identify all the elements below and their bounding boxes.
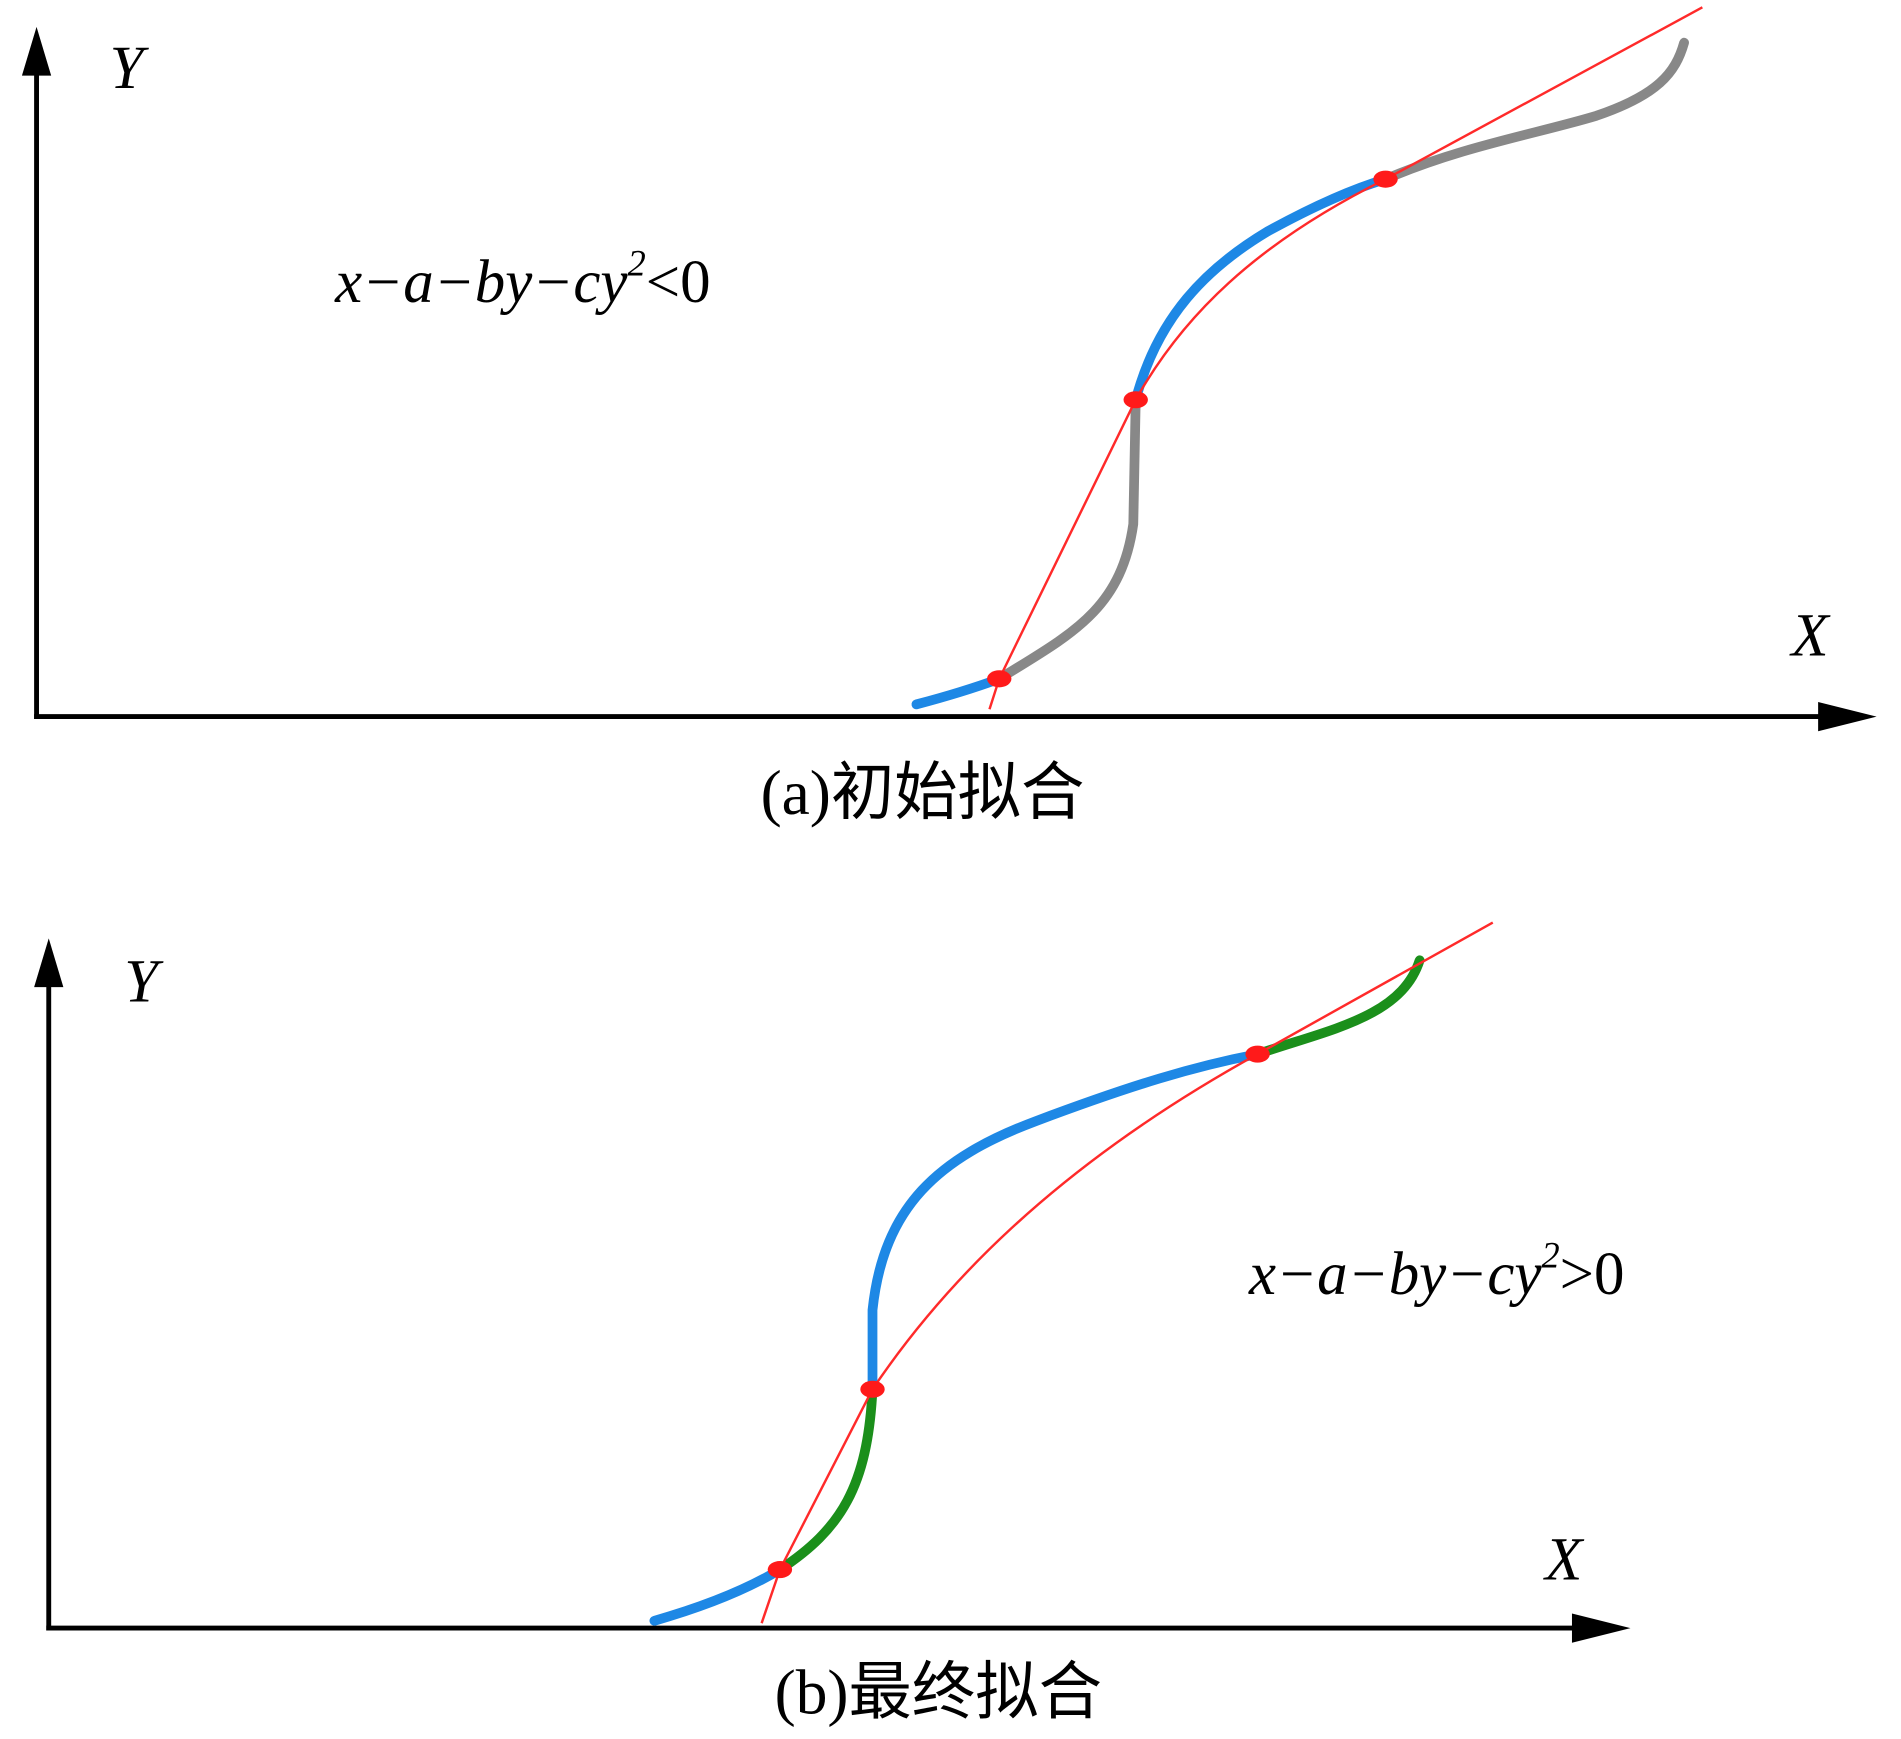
y-arrow: [34, 938, 64, 988]
exponent: 2: [1541, 1234, 1559, 1275]
relation: >0: [1560, 1241, 1625, 1308]
expression: x−a−by−cy: [334, 249, 628, 316]
curve-segment: [1130, 174, 1391, 405]
curve-segment: [1252, 955, 1425, 1059]
fit-line: [988, 6, 1703, 710]
panel-b: Y X x−a−by−cy2>0 (b)最终拟合: [34, 921, 1631, 1727]
expression: x−a−by−cy: [1248, 1241, 1542, 1308]
curve-segment: [994, 394, 1141, 684]
intersection-point: [860, 1380, 885, 1398]
intersection-point: [1373, 170, 1398, 188]
fit-line: [760, 921, 1494, 1624]
x-arrow: [1818, 701, 1877, 732]
inequality: x−a−by−cy2>0: [1248, 1234, 1624, 1308]
intersection-point: [1123, 391, 1148, 409]
intersection-point: [987, 670, 1012, 688]
exponent: 2: [627, 242, 645, 283]
curve-segment: [775, 1384, 878, 1575]
y-axis-label: Y: [110, 35, 150, 102]
curve-segment: [911, 673, 1005, 710]
curve-segment: [867, 1049, 1263, 1395]
intersection-point: [767, 1561, 793, 1579]
x-axis-label: X: [1788, 603, 1831, 670]
inequality: x−a−by−cy2<0: [334, 242, 710, 316]
curve-segment: [1380, 37, 1689, 185]
intersection-point: [1245, 1045, 1270, 1063]
caption: (a)初始拟合: [761, 758, 1085, 828]
x-arrow: [1571, 1613, 1631, 1643]
curve-segment: [649, 1564, 785, 1626]
y-arrow: [21, 26, 52, 76]
panel-a: Y X x−a−by−cy2<0 (a)初始拟合: [21, 6, 1877, 828]
y-axis-label: Y: [124, 949, 164, 1016]
caption: (b)最终拟合: [775, 1657, 1102, 1727]
x-axis-label: X: [1542, 1526, 1585, 1593]
relation: <0: [646, 249, 711, 316]
